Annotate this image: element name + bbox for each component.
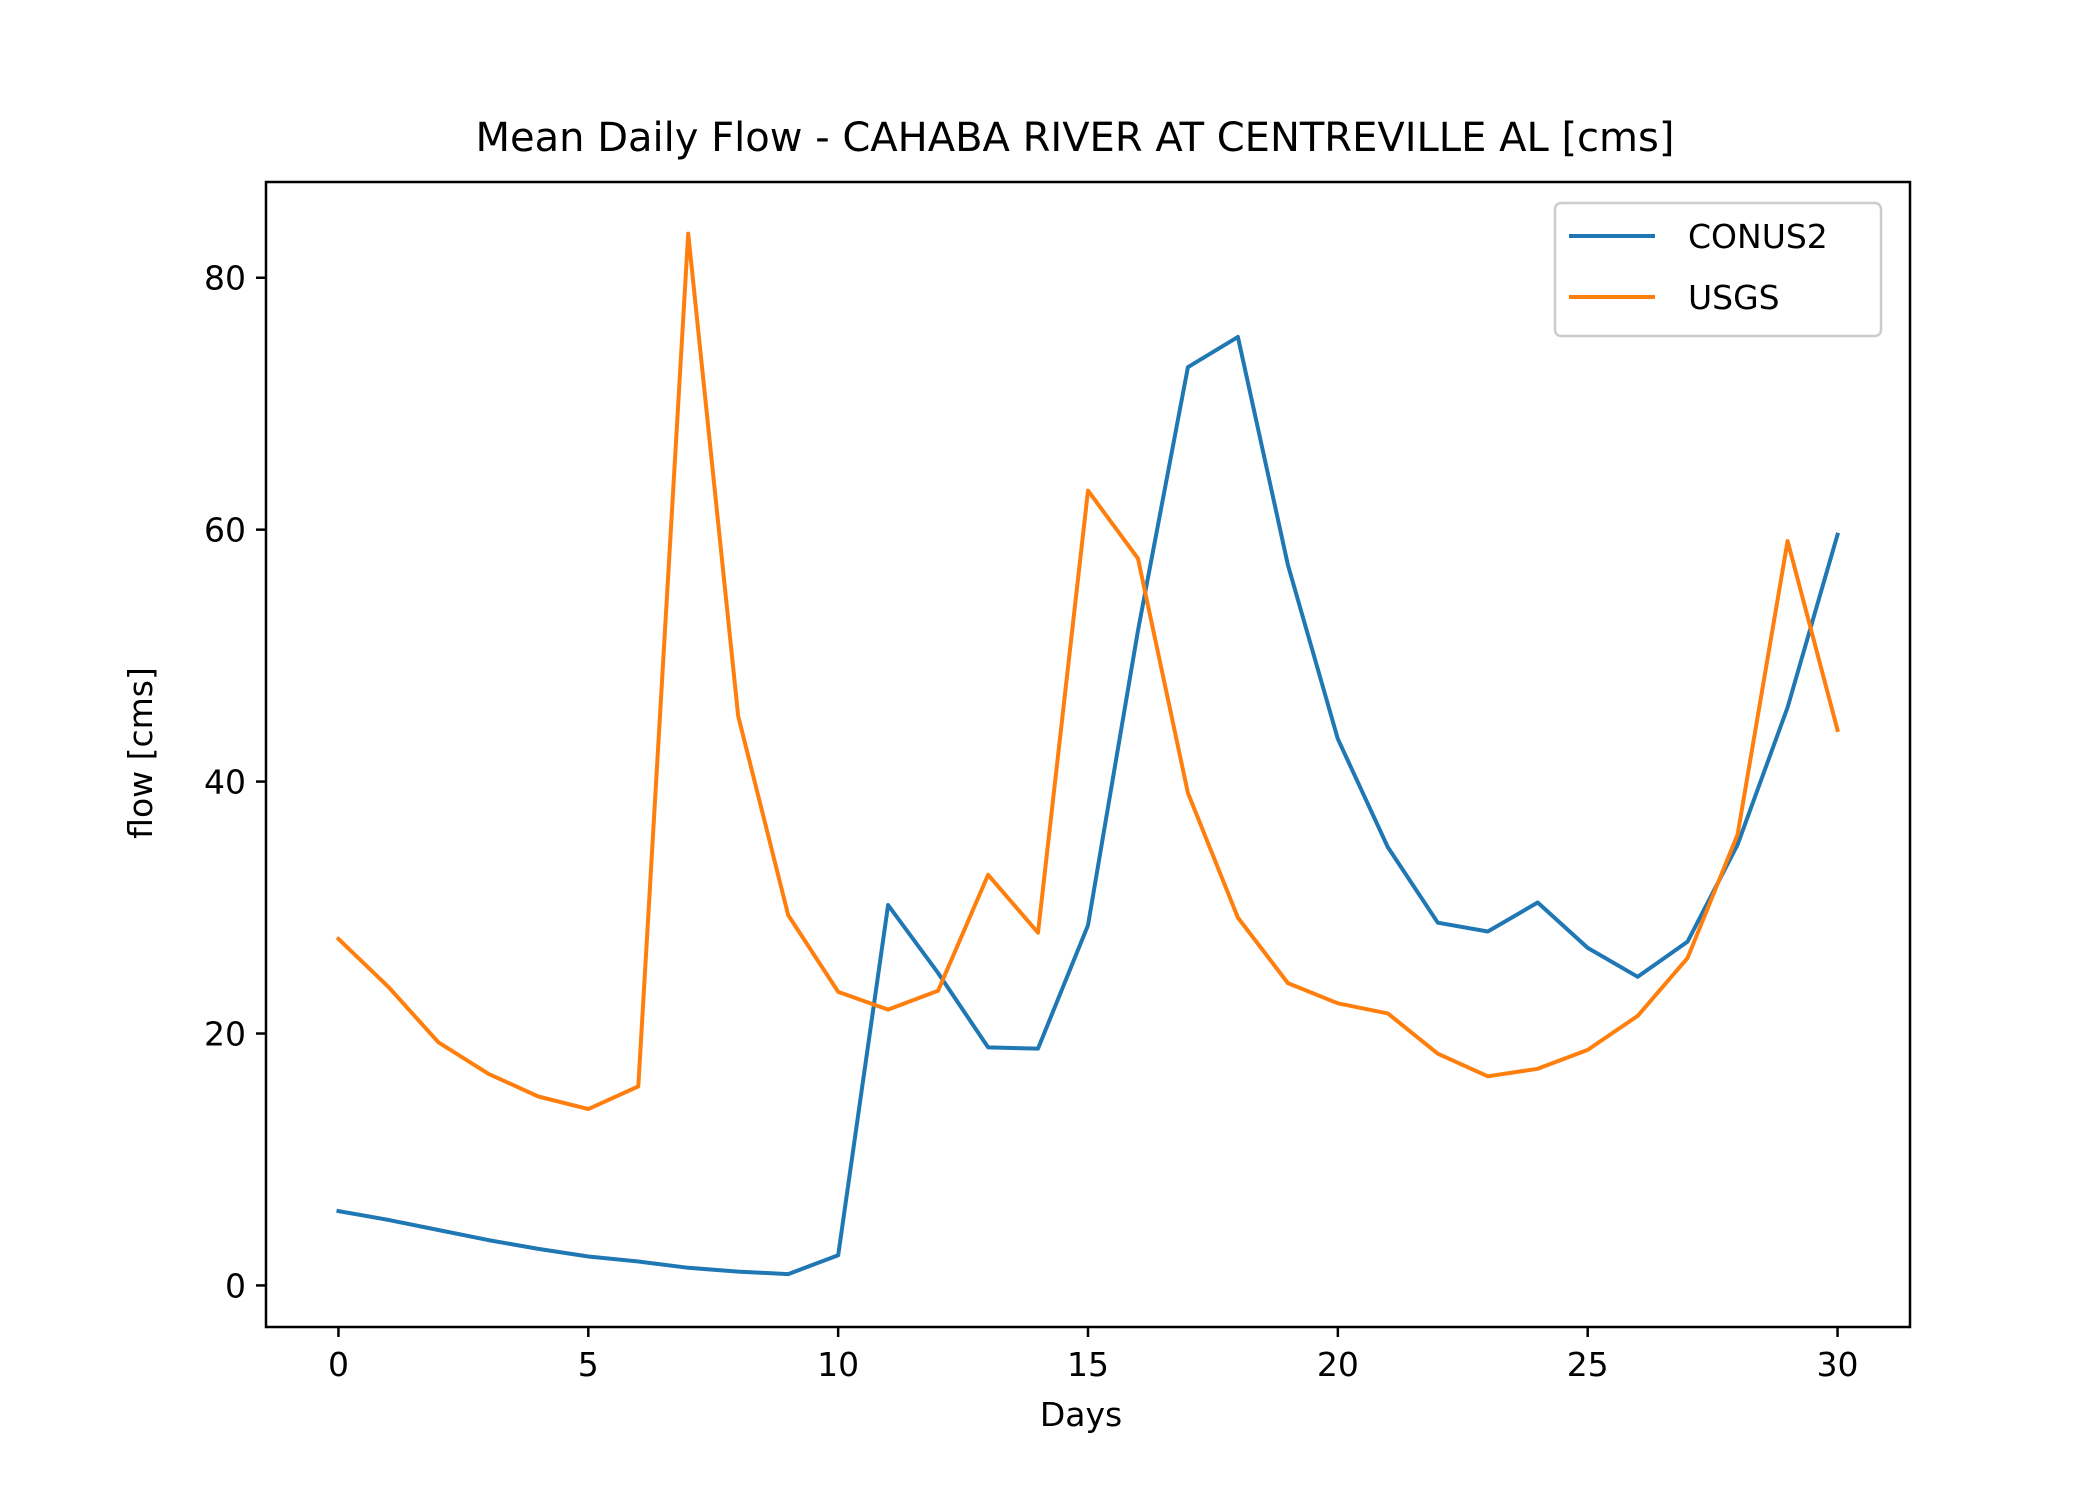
x-tick-label: 25 (1567, 1345, 1609, 1384)
y-tick-label: 60 (204, 511, 246, 550)
y-axis-label: flow [cms] (121, 667, 160, 839)
series-line-usgs (335, 231, 1840, 1112)
series-line-conus2 (336, 334, 1840, 1277)
x-tick-label: 5 (578, 1345, 599, 1384)
legend-label-conus2: CONUS2 (1688, 217, 1828, 256)
y-tick-label: 20 (204, 1015, 246, 1054)
y-tick-label: 0 (225, 1266, 246, 1305)
plot-area (264, 180, 1912, 1329)
x-axis: 0 5 10 15 20 25 30 (328, 1327, 1859, 1384)
x-tick-label: 20 (1317, 1345, 1359, 1384)
y-tick-label: 80 (204, 259, 246, 298)
x-axis-label: Days (1040, 1395, 1122, 1434)
x-tick-label: 30 (1817, 1345, 1859, 1384)
plot-background (266, 182, 1910, 1327)
x-tick-label: 10 (817, 1345, 859, 1384)
legend-label-usgs: USGS (1688, 278, 1780, 317)
y-tick-label: 40 (204, 763, 246, 802)
x-tick-label: 0 (328, 1345, 349, 1384)
x-tick-label: 15 (1067, 1345, 1109, 1384)
legend: CONUS2 USGS (1553, 201, 1883, 338)
chart-title: Mean Daily Flow - CAHABA RIVER AT CENTRE… (476, 115, 1675, 161)
y-axis: 0 20 40 60 80 (204, 259, 266, 1305)
